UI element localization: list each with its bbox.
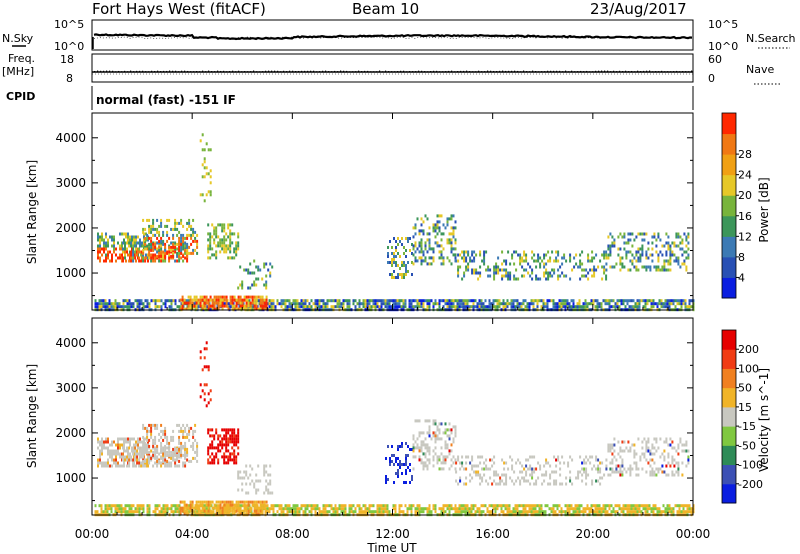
colorbar-tick-label: 16 — [738, 210, 752, 223]
colorbar-tick-label: 8 — [738, 251, 745, 264]
velocity-y-axis: 1000 2000 3000 4000 — [55, 336, 693, 502]
colorbar-tick-label: 24 — [738, 169, 752, 182]
colorbar-tick-label: 28 — [738, 148, 752, 161]
colorbar-tick-label: 50 — [738, 382, 752, 395]
x-tick-label: 00:00 — [75, 527, 110, 541]
y-tick-label: 2000 — [55, 221, 86, 235]
colorbar-tick-label: 15 — [738, 401, 752, 414]
x-tick-label: 00:00 — [676, 527, 711, 541]
noise-trace — [92, 33, 693, 49]
colorbar-tick-label: 100 — [738, 362, 759, 375]
colorbar-swatch — [722, 154, 736, 176]
x-tick-label: 16:00 — [475, 527, 510, 541]
noise-right-tick-bottom: 10^0 — [708, 40, 738, 53]
freq-tick-top: 18 — [60, 53, 74, 66]
power-y-axis: 1000 2000 3000 4000 — [55, 131, 693, 297]
colorbar-swatch — [722, 256, 736, 278]
noise-panel: N.Sky 10^5 10^0 10^5 10^0 N.Search — [2, 18, 796, 53]
colorbar-swatch — [722, 368, 736, 389]
x-axis-label: Time UT — [366, 541, 417, 554]
y-tick-label: 3000 — [55, 176, 86, 190]
y-tick-label: 1000 — [55, 471, 86, 485]
cpid-label: CPID — [6, 90, 35, 103]
noise-left-tick-top: 10^5 — [54, 18, 84, 31]
power-heatmap — [94, 133, 695, 312]
date-title: 23/Aug/2017 — [590, 0, 687, 18]
velocity-colorbar: 200 100 50 15 -15 -50 -100 -200 — [721, 329, 763, 504]
colorbar-swatch — [722, 445, 736, 466]
colorbar-swatch — [722, 195, 736, 217]
freq-tick-bottom: 8 — [66, 72, 73, 85]
colorbar-tick-label: -15 — [738, 420, 756, 433]
colorbar-swatch — [722, 133, 736, 155]
colorbar-swatch — [722, 113, 736, 135]
power-colorbar: 4 8 12 16 20 24 28 — [721, 112, 752, 299]
noise-right-tick-top: 10^5 — [708, 18, 738, 31]
colorbar-swatch — [722, 483, 736, 504]
velocity-colorbar-label: Velocity [m s^-1] — [757, 368, 771, 472]
freq-trace — [92, 70, 693, 75]
power-ylabel: Slant Range [km] — [25, 160, 39, 264]
noise-left-label: N.Sky — [2, 32, 34, 45]
x-tick-label: 20:00 — [576, 527, 611, 541]
velocity-heatmap — [94, 341, 695, 517]
station-title: Fort Hays West (fitACF) — [92, 0, 266, 18]
colorbar-tick-label: -50 — [738, 439, 756, 452]
colorbar-tick-label: 12 — [738, 230, 752, 243]
colorbar-swatch — [722, 406, 736, 427]
y-tick-label: 1000 — [55, 266, 86, 280]
velocity-panel: 1000 2000 3000 4000 Slant Range [km] 200 100… — [25, 317, 771, 517]
noise-left-tick-bottom: 10^0 — [54, 40, 84, 53]
nave-tick-top: 60 — [708, 53, 722, 66]
x-tick-label: 04:00 — [175, 527, 210, 541]
x-tick-label: 12:00 — [375, 527, 410, 541]
x-tick-label: 08:00 — [275, 527, 310, 541]
colorbar-swatch — [722, 387, 736, 408]
colorbar-swatch — [722, 349, 736, 369]
y-tick-label: 2000 — [55, 426, 86, 440]
colorbar-swatch — [722, 464, 736, 485]
freq-label-2: [MHz] — [2, 65, 34, 78]
power-panel: 1000 2000 3000 4000 Slant Range [km] 4 8 12 16… — [25, 112, 771, 312]
y-tick-label: 4000 — [55, 336, 86, 350]
cpid-text: normal (fast) -151 IF — [96, 93, 236, 107]
freq-label-1: Freq. — [8, 52, 35, 65]
colorbar-swatch — [722, 174, 736, 196]
noise-right-label: N.Search — [746, 32, 796, 45]
colorbar-swatch — [722, 330, 736, 350]
colorbar-tick-label: 20 — [738, 189, 752, 202]
colorbar-swatch — [722, 215, 736, 237]
colorbar-tick-label: 4 — [738, 271, 745, 284]
y-tick-label: 3000 — [55, 381, 86, 395]
x-axis: 00:00 04:00 08:00 12:00 16:00 20:00 00:00 — [75, 113, 711, 541]
beam-title: Beam 10 — [352, 0, 420, 18]
power-colorbar-label: Power [dB] — [757, 177, 771, 242]
y-tick-label: 4000 — [55, 131, 86, 145]
colorbar-tick-label: -200 — [738, 478, 763, 491]
cpid-panel: CPID normal (fast) -151 IF — [6, 86, 694, 110]
colorbar-swatch — [722, 426, 736, 446]
colorbar-swatch — [722, 236, 736, 258]
velocity-ylabel: Slant Range [km] — [25, 364, 39, 468]
colorbar-swatch — [722, 277, 736, 299]
colorbar-tick-label: 200 — [738, 343, 759, 356]
nave-label: Nave — [746, 63, 774, 76]
colorbar-tick-label: -100 — [738, 459, 763, 472]
freq-panel: Freq. [MHz] 18 8 60 0 Nave — [2, 52, 780, 85]
nave-tick-bottom: 0 — [708, 72, 715, 85]
